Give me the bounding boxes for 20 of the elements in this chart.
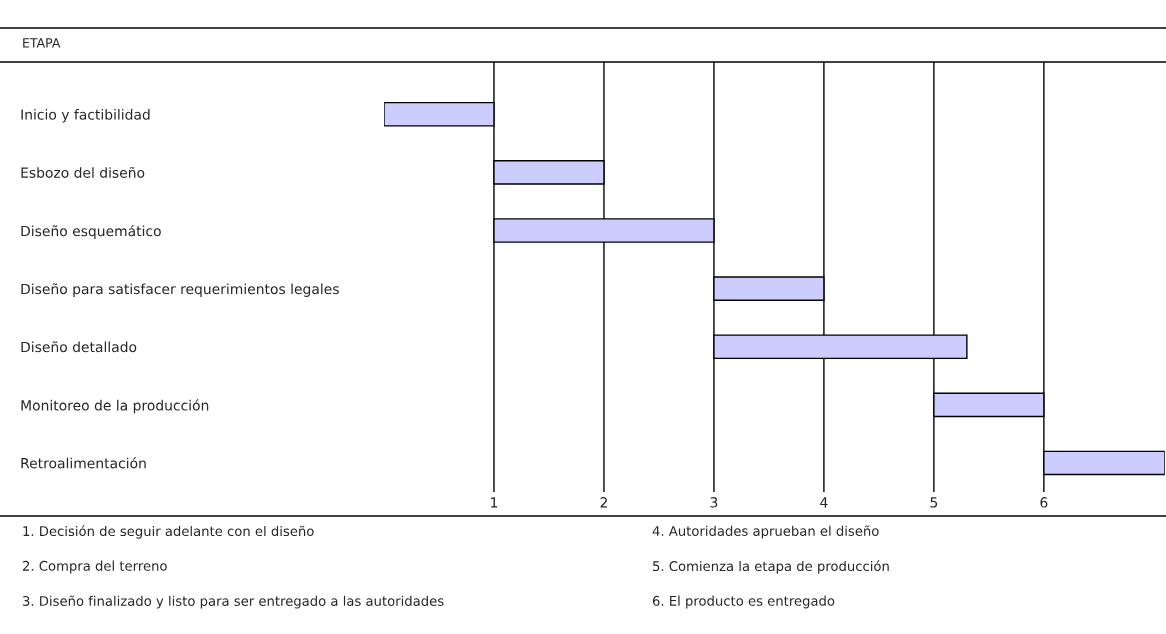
x-tick-label: 2 — [600, 497, 607, 508]
y-tick-label: Diseño detallado — [21, 341, 137, 353]
x-tick-label: 6 — [1040, 497, 1048, 508]
y-tick-label: Monitoreo de la producción — [21, 399, 209, 414]
y-tick-label: Inicio y factibilidad — [21, 109, 150, 123]
text: 4. Autoridades aprueban el diseño — [652, 525, 879, 539]
y-tick-label: Diseño esquemático — [21, 224, 161, 239]
y-tick-label: Diseño para satisfacer requerimientos legales — [21, 283, 339, 297]
x-tick-label: 4 — [820, 497, 828, 508]
text: 3. Diseño finalizado y listo para ser entregado a las autoridades — [23, 595, 444, 609]
text: 6. El producto es entregado — [652, 595, 835, 609]
y-axis-title: ETAPA — [23, 38, 61, 48]
x-tick-label: 1 — [491, 497, 498, 508]
y-tick-label: Retroalimentación — [21, 457, 146, 469]
text: 2. Compra del terreno — [22, 560, 167, 574]
text: 1. Decisión de seguir adelante con el diseño — [23, 525, 314, 539]
x-tick-label: 5 — [930, 497, 938, 508]
y-tick-label: Esbozo del diseño — [21, 166, 145, 178]
text: 5. Comienza la etapa de producción — [653, 560, 889, 574]
x-tick-label: 3 — [710, 497, 718, 508]
